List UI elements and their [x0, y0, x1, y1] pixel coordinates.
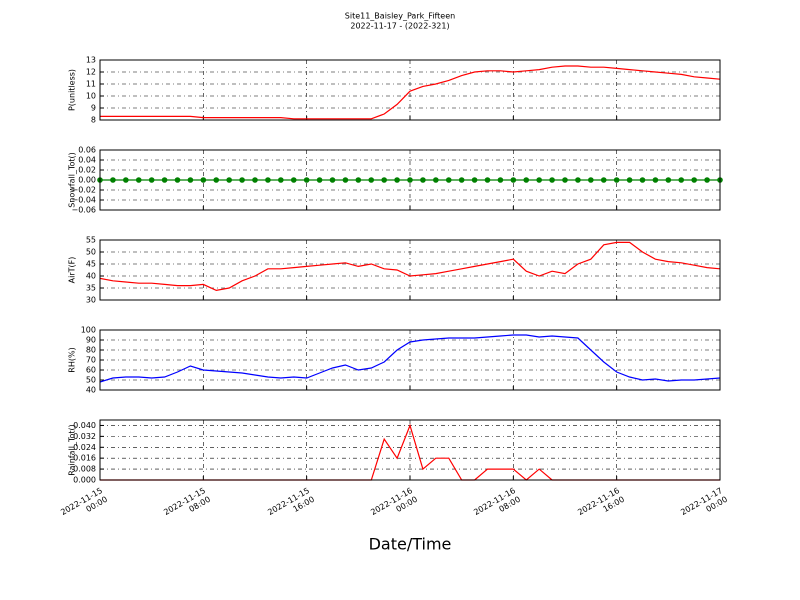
series-marker	[639, 177, 646, 183]
series-marker	[213, 177, 220, 183]
series-marker	[562, 177, 568, 183]
y-tick-label: 0.00	[78, 176, 96, 185]
series-marker	[497, 177, 504, 183]
series-marker	[265, 177, 271, 183]
series-marker	[704, 177, 710, 183]
series-line	[99, 334, 721, 383]
plot-frame	[99, 329, 721, 391]
series-marker	[252, 177, 258, 183]
y-tick-label: 0.024	[73, 443, 96, 452]
y-axis-label: Snowfall_Tot()	[68, 152, 77, 208]
y-tick-label: 40	[86, 272, 96, 281]
y-tick-label: 12	[86, 68, 96, 77]
y-tick-label: 0.032	[73, 432, 96, 441]
y-tick-label: 90	[86, 336, 96, 345]
series-marker	[342, 177, 349, 183]
series-marker	[433, 177, 439, 183]
series-marker	[355, 177, 362, 183]
y-tick-label: 50	[86, 376, 96, 385]
series-marker	[110, 177, 116, 183]
series-marker	[484, 177, 491, 183]
series-marker	[239, 177, 245, 183]
y-tick-label: 45	[86, 260, 96, 269]
series-line	[99, 241, 721, 292]
y-tick-label: 60	[86, 366, 96, 375]
chart-subtitle: 2022-11-17 - (2022-321)	[350, 22, 449, 31]
plot-frame	[99, 149, 721, 211]
y-tick-label: 35	[86, 284, 96, 293]
series-marker	[575, 177, 581, 183]
series-marker	[187, 177, 194, 183]
y-tick-label: 0.040	[73, 421, 96, 430]
series-marker	[626, 177, 633, 183]
y-tick-label: 80	[86, 346, 96, 355]
y-tick-label: 10	[86, 92, 96, 101]
y-tick-label: 9	[91, 104, 96, 113]
series-marker	[135, 177, 142, 183]
series-marker	[329, 177, 336, 183]
y-tick-label: −0.06	[71, 206, 96, 215]
x-axis-label: Date/Time	[369, 535, 452, 554]
series-marker	[510, 177, 517, 183]
series-marker	[652, 177, 659, 183]
y-axis-label: RH(%)	[68, 347, 77, 372]
plot-frame	[99, 239, 721, 301]
series-marker	[123, 177, 129, 183]
y-tick-label: −0.02	[71, 186, 96, 195]
series-marker	[161, 177, 168, 183]
y-tick-label: 70	[86, 356, 96, 365]
y-axis-label: AirT(F)	[68, 257, 77, 284]
y-tick-label: 100	[81, 326, 96, 335]
series-marker	[588, 177, 594, 183]
y-tick-label: 11	[86, 80, 96, 89]
series-marker	[536, 177, 542, 183]
y-tick-label: −0.04	[71, 196, 96, 205]
y-axis-label: Rainfall_Tot()	[68, 424, 77, 476]
series-marker	[407, 177, 413, 183]
y-tick-label: 0.06	[78, 146, 96, 155]
y-tick-label: 40	[86, 386, 96, 395]
series-marker	[200, 177, 207, 183]
series-marker	[368, 177, 375, 183]
series-marker	[381, 177, 387, 183]
series-marker	[174, 177, 181, 183]
y-tick-label: 0.04	[78, 156, 96, 165]
y-tick-label: 0.02	[78, 166, 96, 175]
y-tick-label: 13	[86, 56, 96, 65]
series-marker	[303, 177, 310, 183]
series-marker	[148, 177, 155, 183]
y-axis-label: P(unitless)	[68, 69, 77, 111]
y-tick-label: 55	[86, 236, 96, 245]
series-marker	[316, 177, 323, 183]
series-marker	[665, 177, 672, 183]
series-marker	[471, 177, 478, 183]
series-marker	[226, 177, 232, 183]
plot-frame	[99, 59, 721, 121]
y-tick-label: 30	[86, 296, 96, 305]
y-tick-label: 0.008	[73, 465, 96, 474]
series-marker	[278, 177, 284, 183]
series-marker	[678, 177, 685, 183]
series-marker	[394, 177, 400, 183]
y-tick-label: 0.016	[73, 454, 96, 463]
series-marker	[420, 177, 426, 183]
plot-frame	[99, 419, 721, 481]
series-marker	[445, 177, 452, 183]
series-marker	[600, 177, 607, 183]
series-marker	[523, 177, 530, 183]
series-marker	[458, 177, 465, 183]
y-tick-label: 8	[91, 116, 96, 125]
chart-title: Site11_Baisley_Park_Fifteen	[345, 12, 455, 21]
series-marker	[290, 177, 297, 183]
series-marker	[613, 177, 620, 183]
series-line	[100, 65, 721, 120]
y-tick-label: 50	[86, 248, 96, 257]
series-marker	[549, 177, 555, 183]
series-marker	[691, 177, 697, 183]
y-tick-label: 0.000	[73, 476, 96, 485]
